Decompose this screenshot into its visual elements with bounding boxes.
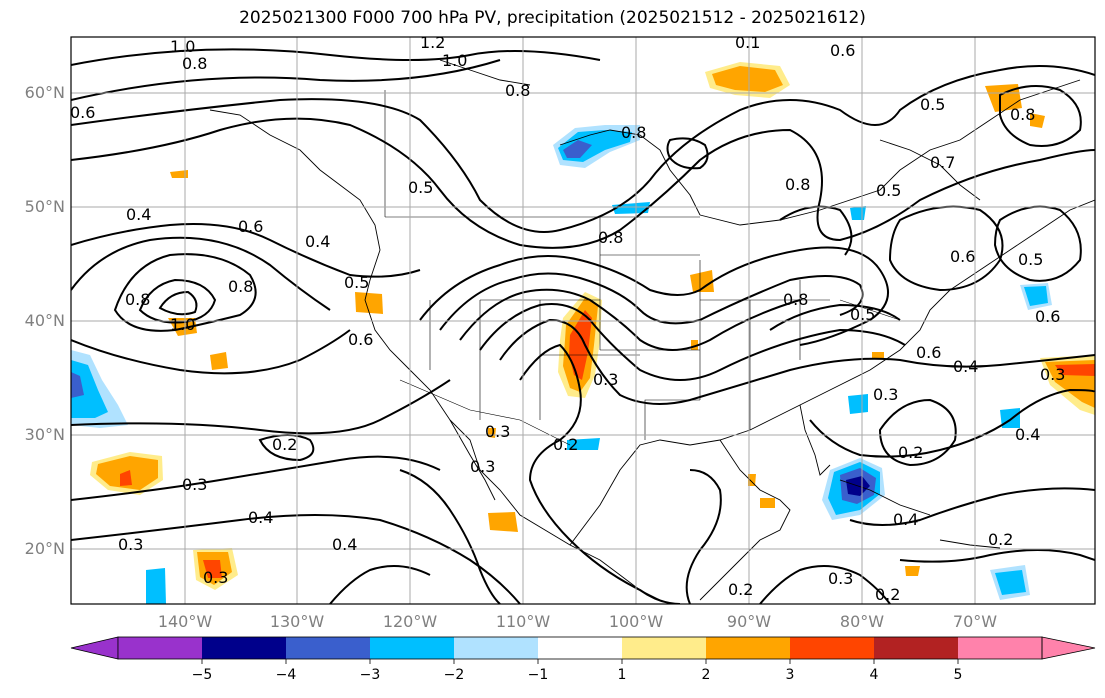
colorbar-tick: 4	[869, 667, 879, 683]
colorbar-segment	[958, 637, 1042, 659]
contour-label: 0.2	[728, 580, 753, 599]
lon-label: 90°W	[726, 612, 772, 631]
lon-label: 70°W	[952, 612, 998, 631]
lon-label: 110°W	[495, 612, 551, 631]
map-frame	[70, 36, 1096, 605]
contour-label: 0.3	[828, 569, 853, 588]
colorbar-tick: −2	[443, 667, 465, 683]
colorbar-extend-min	[70, 636, 119, 660]
colorbar-segment	[790, 637, 874, 659]
contour-label: 0.3	[203, 568, 228, 587]
lat-label: 40°N	[24, 311, 65, 330]
contour-label: 0.2	[988, 530, 1013, 549]
colorbar-segment	[874, 637, 958, 659]
colorbar-segment	[118, 637, 202, 659]
colorbar-extend-max	[1041, 636, 1096, 660]
contour-label: 0.5	[344, 273, 369, 292]
contour-label: 0.8	[785, 175, 810, 194]
contour-labels: 1.0 0.8 1.2 1.0 0.8 0.4 0.6 0.8 0.6 1.0 …	[70, 33, 1065, 604]
colorbar-tick: −1	[527, 667, 549, 683]
contour-label: 0.6	[830, 41, 855, 60]
colorbar	[70, 636, 1096, 664]
pv-contours	[71, 48, 1095, 604]
contour-label: 0.5	[850, 305, 875, 324]
contour-label: 0.4	[332, 535, 357, 554]
contour-label: 0.6	[70, 103, 95, 122]
contour-label: 0.6	[916, 343, 941, 362]
contour-label: 0.8	[125, 290, 150, 309]
lat-label: 50°N	[24, 197, 65, 216]
contour-label: 0.6	[238, 217, 263, 236]
colorbar-tick: 1	[617, 667, 627, 683]
contour-label: 0.8	[1010, 105, 1035, 124]
contour-label: 0.3	[470, 457, 495, 476]
figure-title: 2025021300 F000 700 hPa PV, precipitatio…	[239, 8, 866, 28]
lat-label: 30°N	[24, 425, 65, 444]
colorbar-tick: −3	[359, 667, 381, 683]
colorbar-segment	[286, 637, 370, 659]
colorbar-segment	[202, 637, 286, 659]
contour-label: 0.5	[1018, 250, 1043, 269]
contour-label: 0.8	[783, 290, 808, 309]
contour-label: 0.2	[898, 443, 923, 462]
contour-label: 0.1	[735, 33, 760, 52]
colorbar-segment	[370, 637, 454, 659]
contour-label: 1.0	[170, 37, 195, 56]
contour-label: 1.2	[420, 33, 445, 52]
contour-label: 0.8	[621, 123, 646, 142]
contour-label: 0.8	[228, 277, 253, 296]
contour-label: 0.8	[505, 81, 530, 100]
lon-label: 140°W	[157, 612, 213, 631]
contour-label: 0.4	[953, 357, 978, 376]
contour-label: 0.3	[118, 535, 143, 554]
contour-label: 0.3	[593, 370, 618, 389]
contour-label: 0.3	[182, 475, 207, 494]
lon-label: 80°W	[839, 612, 885, 631]
contour-label: 0.5	[408, 178, 433, 197]
colorbar-tick: 3	[785, 667, 795, 683]
colorbar-segment	[622, 637, 706, 659]
contour-label: 0.2	[272, 435, 297, 454]
contour-label: 0.4	[305, 232, 330, 251]
contour-label: 0.6	[348, 330, 373, 349]
colorbar-segment	[706, 637, 790, 659]
contour-label: 0.6	[1035, 307, 1060, 326]
lon-label: 120°W	[382, 612, 438, 631]
precip-shading	[71, 62, 1095, 604]
contour-label: 0.6	[950, 247, 975, 266]
contour-label: 0.5	[920, 95, 945, 114]
colorbar-tick: 2	[701, 667, 711, 683]
colorbar-tick: −4	[275, 667, 297, 683]
colorbar-tick: 5	[953, 667, 963, 683]
colorbar-segment	[538, 637, 622, 659]
contour-label: 0.7	[930, 153, 955, 172]
lat-label: 20°N	[24, 539, 65, 558]
gridlines	[71, 37, 1095, 604]
lon-label: 100°W	[608, 612, 664, 631]
contour-label: 0.4	[893, 510, 918, 529]
contour-label: 0.3	[873, 385, 898, 404]
contour-label: 0.8	[598, 228, 623, 247]
contour-label: 0.8	[182, 54, 207, 73]
contour-label: 0.4	[1015, 425, 1040, 444]
lat-label: 60°N	[24, 83, 65, 102]
contour-label: 0.5	[876, 181, 901, 200]
lon-label: 130°W	[269, 612, 325, 631]
contour-label: 0.4	[248, 508, 273, 527]
contour-label: 0.2	[875, 585, 900, 604]
contour-label: 0.2	[553, 435, 578, 454]
contour-label: 0.3	[1040, 365, 1065, 384]
colorbar-segment	[454, 637, 538, 659]
contour-label: 0.4	[126, 205, 151, 224]
contour-label: 1.0	[442, 51, 467, 70]
colorbar-tick: −5	[191, 667, 213, 683]
contour-label: 1.0	[170, 315, 195, 334]
coastlines	[209, 59, 1095, 601]
contour-label: 0.3	[485, 422, 510, 441]
